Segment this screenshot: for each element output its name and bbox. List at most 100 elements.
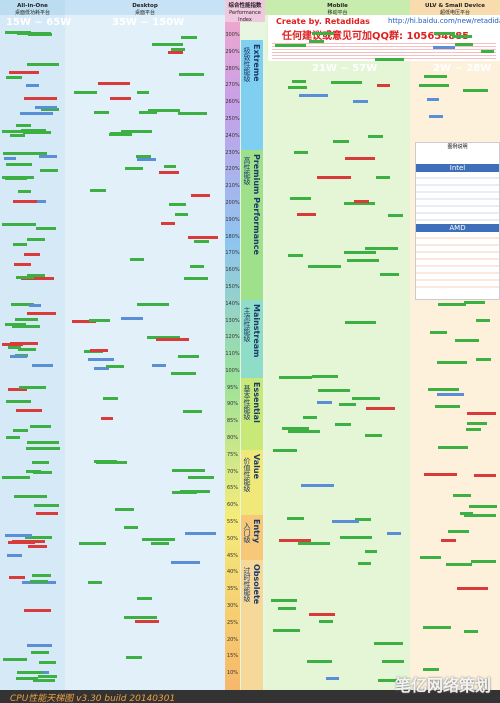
index-label: 170%	[225, 250, 240, 257]
header-title: ULV & Small Device	[425, 3, 485, 9]
cpu-entry	[306, 659, 332, 663]
header-cell: ULV & Small Device 超低电压平台	[410, 0, 500, 16]
cpu-entry	[27, 441, 59, 445]
cpu-entry	[270, 599, 298, 603]
fine-print	[272, 41, 496, 59]
cpu-entry	[435, 405, 460, 409]
cpu-entry	[35, 227, 57, 231]
cpu-entry	[156, 337, 189, 341]
cpu-entry	[73, 90, 97, 94]
cpu-entry	[126, 655, 143, 659]
cpu-entry	[347, 259, 379, 263]
cpu-entry	[462, 88, 489, 92]
cpu-entry	[134, 620, 160, 624]
cpu-entry	[88, 358, 115, 362]
cpu-entry	[303, 415, 317, 419]
header-cell: 综合性能指数 Performance Index	[225, 0, 265, 23]
cpu-entry	[8, 71, 39, 75]
cpu-entry	[37, 675, 58, 679]
header-subtitle: Performance Index	[229, 10, 261, 23]
cpu-entry	[6, 76, 22, 80]
cpu-entry	[9, 354, 28, 358]
cpu-entry	[2, 343, 24, 347]
header-title: Desktop	[132, 3, 158, 9]
cpu-entry	[158, 170, 180, 174]
cpu-entry	[185, 532, 217, 536]
cpu-entry	[18, 386, 46, 390]
cpu-entry	[427, 387, 460, 391]
cpu-entry	[190, 193, 210, 197]
index-label: 280%	[225, 65, 240, 72]
cpu-entry	[26, 273, 45, 277]
cpu-entry	[171, 560, 200, 564]
cpu-entry	[20, 111, 53, 115]
cpu-entry	[456, 587, 489, 591]
index-label: 65%	[226, 485, 239, 492]
cpu-entry	[352, 396, 380, 400]
cpu-entry	[152, 364, 166, 368]
legend-brand: Intel	[416, 164, 499, 172]
cpu-entry	[451, 34, 472, 38]
cpu-entry	[3, 658, 27, 662]
cpu-entry	[138, 110, 158, 114]
index-label: 140%	[225, 300, 240, 307]
header-cell: All-in-One 桌面低功耗平台	[0, 0, 65, 16]
index-label: 90%	[226, 401, 239, 408]
cpu-entry	[137, 303, 169, 307]
cpu-entry	[33, 504, 59, 508]
cpu-entry	[475, 357, 491, 361]
cpu-entry	[182, 409, 203, 413]
cpu-entry	[296, 212, 317, 216]
cpu-entry	[193, 240, 210, 244]
legend-brand: AMD	[416, 224, 499, 232]
cpu-entry	[115, 507, 134, 511]
cpu-entry	[178, 111, 208, 115]
index-label: 60%	[226, 502, 239, 509]
index-label: 35%	[226, 586, 239, 593]
cpu-entry	[424, 74, 447, 78]
tier-label: Essential 基本性能级	[241, 378, 263, 450]
cpu-entry	[429, 114, 444, 118]
cpu-entry	[375, 176, 390, 180]
cpu-entry	[4, 30, 31, 34]
cpu-entry	[432, 46, 456, 50]
cpu-entry	[32, 574, 51, 578]
cpu-entry	[28, 544, 47, 548]
cpu-entry	[287, 86, 308, 90]
cpu-entry	[137, 90, 150, 94]
cpu-entry	[335, 422, 352, 426]
index-label: 300%	[225, 32, 240, 38]
cpu-entry	[24, 252, 40, 256]
cpu-entry	[35, 512, 59, 516]
cpu-entry	[287, 254, 304, 258]
cpu-entry	[357, 561, 372, 565]
cpu-entry	[368, 134, 383, 138]
cpu-entry	[178, 73, 205, 77]
cpu-entry	[343, 202, 376, 206]
cpu-entry	[380, 272, 400, 276]
cpu-entry	[125, 167, 143, 171]
cpu-entry	[24, 536, 52, 540]
cpu-entry	[279, 375, 312, 379]
cpu-entry	[282, 427, 309, 431]
cpu-entry	[312, 375, 338, 379]
cpu-entry	[2, 130, 26, 134]
cpu-entry	[172, 469, 206, 473]
cpu-entry	[101, 417, 114, 421]
cpu-entry	[374, 58, 405, 62]
cpu-entry	[469, 505, 497, 509]
index-label: 10%	[226, 670, 239, 677]
credits-box: Create by. Retadidas http://hi.baidu.com…	[268, 15, 500, 61]
cpu-entry	[10, 133, 25, 137]
header-subtitle: 移动平台	[327, 10, 348, 16]
cpu-entry	[429, 330, 447, 334]
cpu-entry	[89, 188, 106, 192]
power-range: 2W ~ 28W	[433, 63, 492, 74]
cpu-entry	[190, 265, 204, 269]
cpu-entry	[438, 446, 469, 450]
index-label: 220%	[225, 166, 240, 173]
cpu-entry	[467, 411, 497, 415]
cpu-entry	[184, 277, 209, 281]
cpu-entry	[171, 372, 196, 376]
